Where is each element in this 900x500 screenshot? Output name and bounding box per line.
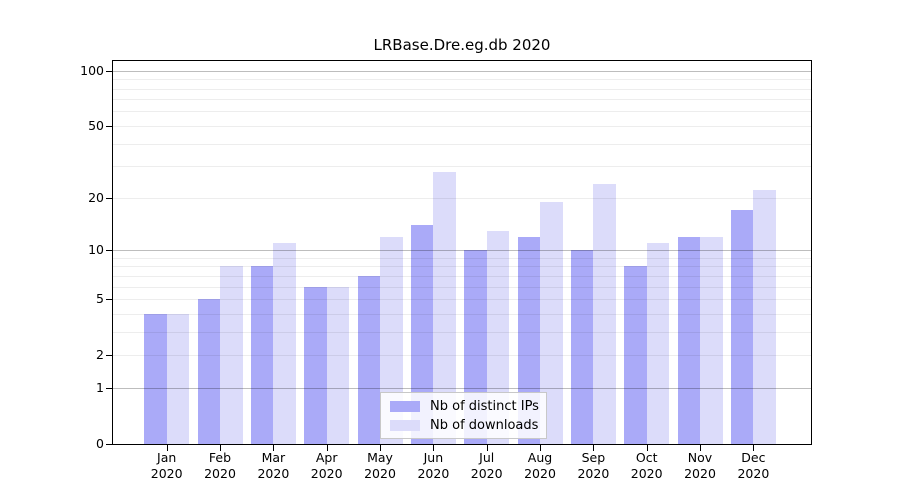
x-tick-label-apr: Apr 2020 (310, 450, 343, 481)
x-tick-mark-jun (433, 445, 435, 451)
x-tick-label-mar: Mar 2020 (257, 450, 290, 481)
y-tick-mark-20 (106, 197, 112, 199)
gridline-y-1 (113, 387, 811, 389)
y-tick-mark-50 (106, 125, 112, 127)
x-tick-mark-feb (220, 445, 221, 451)
x-tick-mark-oct (646, 445, 648, 451)
x-tick-label-dec: Dec 2020 (737, 450, 770, 481)
gridline-y-2 (113, 355, 811, 357)
y-tick-label-20: 20 (88, 189, 104, 205)
gridline-y-50 (113, 125, 811, 127)
gridline-y-40 (113, 143, 811, 145)
x-tick-mark-aug (540, 445, 541, 451)
gridline-y-60 (113, 111, 811, 113)
x-tick-label-may: May 2020 (364, 450, 396, 481)
y-tick-mark-0 (106, 444, 112, 445)
bar-distinct-ips-may (357, 275, 381, 444)
bar-distinct-ips-dec (730, 210, 754, 444)
x-tick-label-sep: Sep 2020 (577, 450, 610, 481)
gridline-y-4 (113, 313, 811, 315)
y-tick-label-10: 10 (88, 242, 104, 257)
x-tick-label-jul: Jul 2020 (470, 450, 503, 481)
bar-downloads-dec (753, 190, 776, 444)
legend-swatch-downloads (390, 419, 420, 431)
bar-distinct-ips-nov (677, 236, 701, 444)
gridline-y-3 (113, 331, 811, 333)
x-tick-label-jun: Jun 2020 (417, 450, 450, 481)
gridline-y-6 (113, 286, 811, 288)
bar-distinct-ips-feb (197, 299, 221, 444)
bar-downloads-sep (593, 183, 616, 444)
bar-downloads-mar (273, 242, 296, 444)
legend-label-downloads: Nb of downloads (430, 417, 539, 433)
gridline-y-80 (113, 88, 811, 90)
x-tick-mark-dec (753, 445, 755, 451)
y-tick-mark-100 (106, 70, 112, 72)
bar-downloads-aug (540, 201, 563, 444)
y-tick-label-0: 0 (96, 436, 104, 451)
y-tick-mark-2 (106, 355, 112, 357)
x-tick-mark-jul (486, 445, 488, 451)
y-tick-label-100: 100 (80, 62, 104, 78)
y-tick-label-50: 50 (88, 117, 104, 133)
bar-downloads-nov (700, 236, 723, 444)
bar-distinct-ips-jun (410, 224, 434, 444)
x-tick-mark-mar (273, 445, 275, 451)
x-tick-mark-nov (700, 445, 701, 451)
x-tick-label-oct: Oct 2020 (630, 450, 663, 481)
bar-distinct-ips-sep (570, 250, 594, 444)
x-tick-mark-jan (166, 445, 168, 451)
y-tick-label-1: 1 (96, 379, 104, 395)
gridline-y-10 (113, 250, 811, 251)
gridline-y-30 (113, 166, 811, 168)
y-tick-mark-10 (106, 250, 112, 251)
plot-area: Nb of distinct IPs Nb of downloads (112, 60, 812, 445)
chart-title: LRBase.Dre.eg.db 2020 (373, 36, 551, 54)
y-tick-mark-5 (106, 299, 112, 300)
x-tick-label-aug: Aug 2020 (524, 450, 556, 481)
bar-downloads-jul (486, 230, 510, 444)
y-tick-label-2: 2 (96, 347, 104, 363)
legend: Nb of distinct IPs Nb of downloads (380, 392, 547, 439)
legend-item-downloads: Nb of downloads (381, 418, 546, 433)
x-tick-mark-apr (326, 445, 328, 451)
gridline-y-20 (113, 197, 811, 199)
bar-distinct-ips-oct (624, 266, 647, 444)
gridline-y-8 (113, 266, 811, 268)
gridline-y-70 (113, 99, 811, 101)
legend-label-distinct-ips: Nb of distinct IPs (430, 398, 539, 414)
bar-downloads-oct (646, 242, 670, 444)
x-tick-label-jan: Jan 2020 (150, 450, 183, 481)
x-tick-mark-sep (593, 445, 595, 451)
bar-distinct-ips-mar (250, 266, 274, 444)
gridline-y-90 (113, 79, 811, 81)
y-tick-label-5: 5 (96, 291, 104, 306)
x-tick-label-nov: Nov 2020 (684, 450, 716, 481)
x-tick-label-feb: Feb 2020 (204, 450, 236, 481)
bar-distinct-ips-jan (144, 313, 167, 444)
bar-distinct-ips-apr (304, 286, 327, 444)
gridline-y-5 (113, 299, 811, 300)
gridline-y-100 (113, 70, 811, 72)
x-tick-mark-may (380, 445, 381, 451)
bar-downloads-feb (220, 266, 243, 444)
bar-downloads-jun (433, 171, 456, 444)
gridline-y-9 (113, 257, 811, 259)
bar-downloads-jan (166, 313, 190, 444)
legend-swatch-distinct-ips (390, 400, 420, 412)
y-tick-mark-1 (106, 387, 112, 389)
legend-item-distinct-ips: Nb of distinct IPs (381, 399, 546, 414)
gridline-y-7 (113, 275, 811, 277)
bar-downloads-apr (326, 286, 350, 444)
